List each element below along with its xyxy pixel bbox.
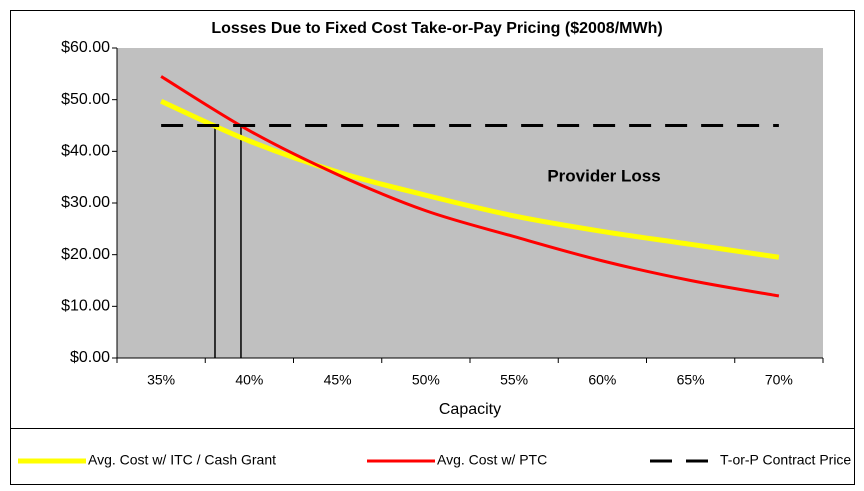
y-tick-label: $60.00: [61, 39, 110, 56]
chart-title: Losses Due to Fixed Cost Take-or-Pay Pri…: [211, 20, 662, 37]
y-tick-label: $30.00: [61, 194, 110, 211]
x-tick-label: 70%: [765, 372, 793, 388]
x-axis-label: Capacity: [439, 401, 501, 418]
plot-area: [117, 48, 823, 358]
annotation: Provider Loss: [547, 166, 660, 185]
x-tick-label: 55%: [500, 372, 528, 388]
y-tick-label: $10.00: [61, 298, 110, 315]
legend-label: T-or-P Contract Price: [720, 452, 851, 468]
legend-label: Avg. Cost w/ PTC: [437, 452, 547, 468]
x-tick-label: 45%: [324, 372, 352, 388]
y-tick-label: $20.00: [61, 246, 110, 263]
y-tick-label: $40.00: [61, 143, 110, 160]
legend-label: Avg. Cost w/ ITC / Cash Grant: [88, 452, 276, 468]
y-tick-label: $50.00: [61, 91, 110, 108]
series-line: [160, 75, 780, 298]
x-tick-label: 40%: [235, 372, 263, 388]
x-tick-label: 50%: [412, 372, 440, 388]
x-tick-label: 65%: [677, 372, 705, 388]
x-tick-label: 35%: [147, 372, 175, 388]
series-line: [160, 98, 780, 260]
x-tick-label: 60%: [588, 372, 616, 388]
y-tick-label: $0.00: [70, 349, 110, 366]
